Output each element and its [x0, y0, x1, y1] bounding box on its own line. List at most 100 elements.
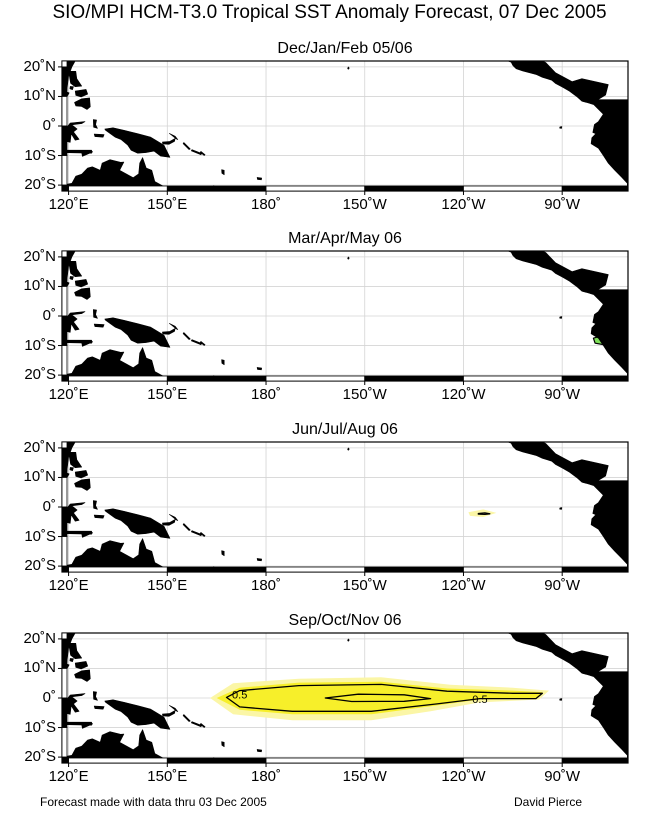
lon-scale-segment	[166, 757, 267, 764]
lon-scale-segment	[265, 566, 366, 573]
land-mindanao	[74, 287, 91, 300]
land-north-america	[507, 633, 609, 677]
land-new-britain	[162, 328, 176, 335]
lat-scale-segment	[61, 506, 68, 537]
land-vanuatu	[221, 550, 225, 557]
lat-scale-segment	[61, 697, 68, 728]
lon-scale-segment	[68, 566, 168, 573]
lon-scale-segment	[561, 375, 629, 382]
main-title: SIO/MPI HCM-T3.0 Tropical SST Anomaly Fo…	[52, 2, 607, 23]
lon-scale-segment	[61, 757, 69, 764]
land-new-britain	[162, 138, 176, 145]
lat-label: 20˚N	[23, 438, 56, 456]
panel-title: Dec/Jan/Feb 05/06	[277, 40, 413, 57]
land-solomons-a	[182, 142, 191, 150]
lon-label: 120˚E	[48, 196, 89, 213]
lon-label: 120˚W	[441, 577, 486, 594]
contour-label: 0.5	[232, 689, 247, 701]
land-mindoro	[69, 658, 74, 663]
lon-label: 120˚W	[441, 768, 486, 785]
contour-label: 0.5	[472, 694, 487, 706]
land-north-america	[507, 251, 609, 295]
lat-scale-segment	[61, 286, 68, 317]
sst-map	[58, 441, 629, 576]
lon-scale-segment	[561, 566, 629, 573]
lon-label: 180˚	[251, 196, 282, 213]
lat-label: 0˚	[42, 498, 56, 515]
land-vanuatu	[221, 169, 225, 176]
land-visayas	[74, 661, 88, 670]
land-mindanao	[74, 478, 91, 491]
lon-scale-segment	[68, 757, 168, 764]
land-australia	[62, 347, 167, 381]
land-north-america	[507, 442, 609, 486]
lon-scale-segment	[68, 375, 168, 382]
lat-scale-segment	[61, 477, 68, 508]
lon-label: 120˚E	[48, 577, 89, 594]
lon-scale-segment	[265, 757, 366, 764]
lon-label: 150˚W	[342, 386, 387, 403]
lon-scale-segment	[68, 185, 168, 192]
lon-label: 180˚	[251, 577, 282, 594]
land-sulawesi	[66, 121, 86, 143]
land-timor	[81, 340, 93, 347]
lat-label: 10˚N	[23, 277, 56, 295]
land-new-guinea	[104, 317, 171, 348]
lon-scale-segment	[561, 757, 629, 764]
lon-scale-segment	[364, 757, 464, 764]
land-solomons-b	[191, 149, 203, 155]
land-solomons-b	[191, 530, 203, 536]
land-luzon	[68, 451, 82, 469]
land-timor	[81, 531, 93, 538]
lat-scale-segment	[61, 66, 68, 97]
land-new-guinea	[104, 508, 171, 539]
land-north-america	[507, 61, 609, 105]
lat-scale-segment	[61, 96, 68, 127]
author-credit: David Pierce	[514, 795, 583, 809]
land-seram	[93, 705, 105, 710]
land-visayas	[74, 279, 88, 288]
lon-label: 150˚W	[342, 577, 387, 594]
land-vanuatu	[221, 741, 225, 748]
anomaly-region	[216, 681, 543, 715]
lon-scale-segment	[166, 185, 267, 192]
lat-scale-segment	[61, 668, 68, 699]
land-australia	[62, 538, 167, 572]
lon-label: 120˚E	[48, 768, 89, 785]
lat-label: 20˚S	[24, 557, 56, 575]
sst-map: 0.5 0.5	[58, 632, 629, 767]
land-solomons-a	[182, 523, 191, 531]
land-new-ireland	[169, 514, 179, 521]
land-seram	[93, 323, 105, 328]
land-south-america	[586, 99, 628, 191]
lat-scale-segment	[61, 60, 68, 68]
land-visayas	[74, 89, 88, 98]
lon-scale-segment	[364, 375, 464, 382]
land-seram	[93, 133, 105, 138]
lon-scale-segment	[463, 757, 563, 764]
land-solomons-a	[182, 714, 191, 722]
land-fiji	[256, 367, 263, 371]
land-luzon	[68, 642, 82, 660]
land-australia	[62, 729, 167, 763]
land-australia	[62, 157, 167, 191]
land-timor	[81, 150, 93, 157]
sst-map	[58, 60, 629, 195]
land-fiji	[256, 558, 263, 562]
land-hawaii	[347, 256, 350, 260]
lat-scale-segment	[61, 536, 68, 567]
anomaly-contour	[225, 683, 544, 712]
map-panel-3: Jun/Jul/Aug 06 20˚N 10˚N 0˚ 10˚S 20˚S 120˚E 150…	[0, 421, 659, 611]
lon-scale-segment	[463, 566, 563, 573]
lat-label: 10˚S	[24, 146, 56, 164]
lon-scale-segment	[265, 185, 366, 192]
land-hawaii	[347, 638, 350, 642]
lat-label: 20˚N	[23, 629, 56, 647]
lat-label: 0˚	[42, 307, 56, 324]
lon-label: 150˚W	[342, 768, 387, 785]
land-solomons-c	[199, 532, 206, 537]
lon-label: 120˚W	[441, 386, 486, 403]
land-vanuatu	[221, 359, 225, 366]
land-luzon	[68, 70, 82, 88]
land-luzon	[68, 260, 82, 278]
